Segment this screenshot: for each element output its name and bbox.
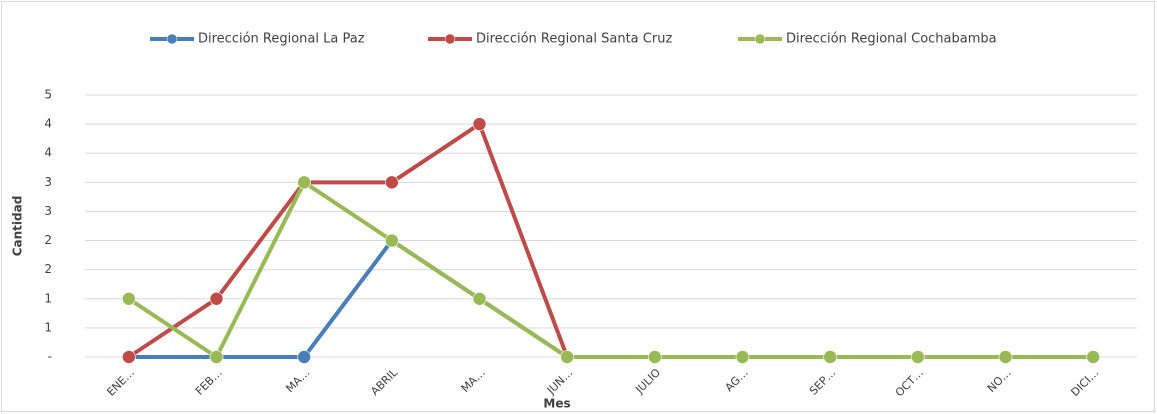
- data-point: [560, 350, 574, 364]
- data-point: [385, 233, 399, 248]
- y-tick-label: 5: [44, 88, 52, 102]
- y-tick-label: -: [48, 350, 52, 364]
- data-point: [122, 291, 136, 306]
- x-axis-label: Mes: [543, 397, 570, 411]
- series-line: [127, 180, 1094, 359]
- legend-marker: [754, 33, 766, 45]
- data-point: [911, 350, 925, 364]
- legend-label: Dirección Regional Cochabamba: [786, 32, 997, 47]
- legend-label: Dirección Regional Santa Cruz: [476, 32, 672, 47]
- data-point: [297, 350, 311, 364]
- y-tick-label: 2: [44, 262, 52, 276]
- legend-marker: [444, 33, 456, 45]
- data-point: [998, 350, 1013, 364]
- data-point: [1086, 350, 1100, 364]
- legend-label: Dirección Regional La Paz: [198, 32, 365, 47]
- data-point: [735, 350, 750, 364]
- y-tick-label: 1: [44, 291, 52, 305]
- y-tick-label: 4: [44, 117, 52, 131]
- data-point: [209, 291, 224, 306]
- y-tick-label: 3: [44, 175, 52, 189]
- data-point: [472, 117, 487, 131]
- data-point: [385, 175, 399, 190]
- y-tick-label: 3: [44, 204, 52, 218]
- y-tick-label: 2: [44, 233, 52, 247]
- y-axis-label: Cantidad: [11, 196, 25, 257]
- data-point: [209, 350, 224, 364]
- data-point: [122, 350, 136, 364]
- data-point: [297, 175, 311, 190]
- legend-marker: [166, 33, 178, 45]
- data-point: [648, 350, 662, 364]
- data-point: [823, 350, 837, 364]
- y-tick-label: 1: [44, 320, 52, 334]
- y-tick-label: 4: [44, 146, 52, 160]
- data-point: [472, 291, 487, 306]
